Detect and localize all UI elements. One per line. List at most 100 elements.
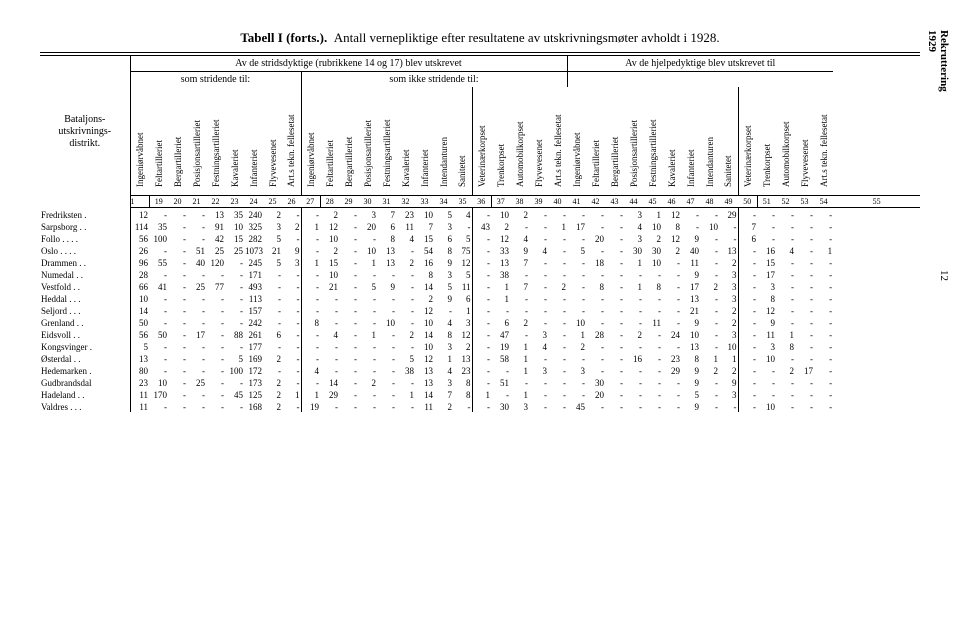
cell: 114 <box>130 220 149 232</box>
col-number: 40 <box>548 196 567 208</box>
cell: 10 <box>358 244 377 256</box>
cell: - <box>643 268 662 280</box>
col-header: Infanteriet <box>415 87 434 196</box>
cell: 1 <box>491 280 510 292</box>
cell: - <box>605 268 624 280</box>
cell: - <box>301 304 320 316</box>
cell: - <box>168 280 187 292</box>
cell: 6 <box>453 292 472 304</box>
cell: 42 <box>206 232 225 244</box>
cell: 8 <box>586 280 605 292</box>
cell: - <box>377 292 396 304</box>
cell: 12 <box>130 208 149 221</box>
cell: - <box>225 304 244 316</box>
cell: 15 <box>320 256 339 268</box>
cell: 493 <box>244 280 263 292</box>
cell: 8 <box>434 244 453 256</box>
cell: 80 <box>130 364 149 376</box>
cell: 88 <box>225 328 244 340</box>
cell: - <box>187 364 206 376</box>
cell: 2 <box>415 292 434 304</box>
cell: - <box>624 400 643 412</box>
col-header: Posisjonsartilleriet <box>358 87 377 196</box>
cell: 3 <box>719 328 738 340</box>
cell: 5 <box>567 244 586 256</box>
table-row: Sarpsborg . .11435--911032532112-2061173… <box>40 220 920 232</box>
cell: 8 <box>681 352 700 364</box>
table-title: Tabell I (forts.). Antall vernepliktige … <box>40 30 920 46</box>
cell: - <box>320 352 339 364</box>
cell: 2 <box>282 220 301 232</box>
cell: 2 <box>700 280 719 292</box>
cell: - <box>377 304 396 316</box>
cell: - <box>206 364 225 376</box>
cell: - <box>814 364 833 376</box>
cell: - <box>377 268 396 280</box>
cell: - <box>339 208 358 221</box>
col-header: Festningsartilleriet <box>377 87 396 196</box>
cell: 1 <box>510 340 529 352</box>
cell: - <box>168 328 187 340</box>
cell: 1 <box>624 256 643 268</box>
cell: - <box>472 268 491 280</box>
cell: 2 <box>624 328 643 340</box>
cell: - <box>168 400 187 412</box>
cell: - <box>187 268 206 280</box>
district-cell: Oslo . . . . <box>40 244 130 256</box>
cell: - <box>206 268 225 280</box>
col-number: 45 <box>643 196 662 208</box>
cell: - <box>510 292 529 304</box>
col-number: 30 <box>358 196 377 208</box>
cell: - <box>738 388 757 400</box>
cell: - <box>282 400 301 412</box>
cell: - <box>795 280 814 292</box>
cell: 10 <box>130 292 149 304</box>
cell: 21 <box>681 304 700 316</box>
cell: - <box>548 400 567 412</box>
cell: 26 <box>130 244 149 256</box>
cell: - <box>339 280 358 292</box>
cell: 4 <box>529 244 548 256</box>
cell: 10 <box>643 256 662 268</box>
cell: - <box>510 376 529 388</box>
table-row: Fredriksten .12---13352402--2-37231054-1… <box>40 208 920 221</box>
cell: 3 <box>282 256 301 268</box>
cell: - <box>301 292 320 304</box>
page-number: 12 <box>938 270 950 281</box>
cell: 12 <box>757 304 776 316</box>
cell: 13 <box>206 208 225 221</box>
cell: 325 <box>244 220 263 232</box>
cell: 16 <box>415 256 434 268</box>
cell: 40 <box>187 256 206 268</box>
district-cell: Eidsvoll . . <box>40 328 130 340</box>
cell: - <box>510 328 529 340</box>
cell: - <box>662 256 681 268</box>
cell: 96 <box>130 256 149 268</box>
col-header: Festningsartilleriet <box>206 87 225 196</box>
cell: 6 <box>434 232 453 244</box>
cell: - <box>472 340 491 352</box>
cell: 3 <box>624 208 643 221</box>
cell: - <box>548 232 567 244</box>
cell: - <box>795 268 814 280</box>
cell: 17 <box>567 220 586 232</box>
cell: 5 <box>130 340 149 352</box>
cell: - <box>643 364 662 376</box>
cell: 2 <box>719 256 738 268</box>
cell: 24 <box>662 328 681 340</box>
cell: 7 <box>510 280 529 292</box>
cell: - <box>567 208 586 221</box>
cell: - <box>814 232 833 244</box>
cell: 169 <box>244 352 263 364</box>
cell: 171 <box>244 268 263 280</box>
cell: 12 <box>415 352 434 364</box>
cell: 10 <box>491 208 510 221</box>
cell: - <box>263 304 282 316</box>
cell: - <box>168 208 187 221</box>
cell: - <box>795 388 814 400</box>
cell: - <box>605 280 624 292</box>
cell: 1 <box>700 352 719 364</box>
cell: 1 <box>719 352 738 364</box>
cell: - <box>187 232 206 244</box>
cell: - <box>548 292 567 304</box>
